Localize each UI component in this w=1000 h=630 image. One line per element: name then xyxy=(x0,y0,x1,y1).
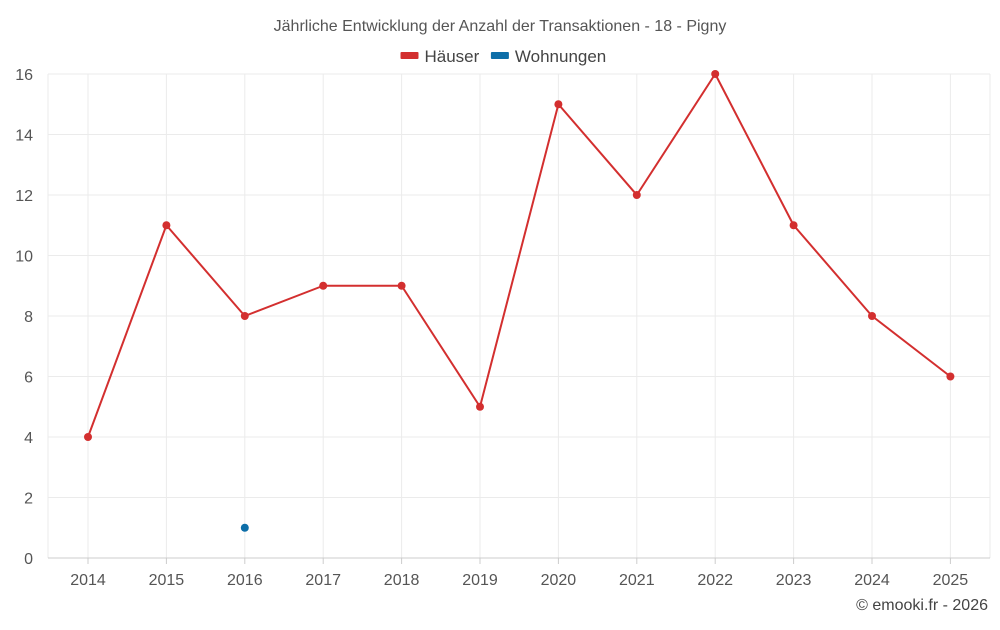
grid xyxy=(47,73,991,558)
legend-label: Wohnungen xyxy=(515,47,606,66)
legend: Häuser Wohnungen xyxy=(400,47,606,66)
x-tick-label: 2022 xyxy=(697,572,733,589)
series-1-point xyxy=(240,523,249,532)
series-0-point xyxy=(84,433,92,441)
legend-swatch xyxy=(400,52,419,59)
y-tick-label: 12 xyxy=(15,188,33,205)
x-tick-label: 2017 xyxy=(305,572,341,589)
legend-item: Häuser xyxy=(400,47,480,66)
y-tick-label: 0 xyxy=(24,551,33,568)
copyright-credit: © emooki.fr - 2026 xyxy=(856,597,988,614)
legend-label: Häuser xyxy=(425,47,480,66)
series-0-line xyxy=(87,73,952,438)
legend-item: Wohnungen xyxy=(490,47,606,66)
chart-title: Jährliche Entwicklung der Anzahl der Tra… xyxy=(274,18,727,35)
x-tick-label: 2024 xyxy=(854,572,890,589)
x-tick-label: 2020 xyxy=(541,572,577,589)
series-0-point xyxy=(162,221,171,230)
series-0-point xyxy=(240,312,249,320)
x-tick-label: 2025 xyxy=(933,572,969,589)
y-tick-label: 4 xyxy=(24,430,33,447)
series-0-point xyxy=(476,402,484,411)
legend-swatch xyxy=(490,52,509,59)
y-tick-label: 14 xyxy=(15,128,33,145)
y-tick-label: 6 xyxy=(24,370,33,387)
y-tick-label: 2 xyxy=(24,491,33,508)
series-0-point xyxy=(554,100,563,109)
series-0-point xyxy=(946,372,955,381)
x-tick-label: 2015 xyxy=(149,572,185,589)
x-tick-label: 2021 xyxy=(619,572,655,589)
x-tick-label: 2014 xyxy=(70,572,106,589)
series-0-point xyxy=(711,70,720,78)
series-0-point xyxy=(632,191,641,199)
series-0-point xyxy=(319,281,328,290)
series-0-point xyxy=(868,312,876,320)
series-0-point xyxy=(789,221,798,230)
x-tick-label: 2016 xyxy=(227,572,263,589)
axes: 0 2 4 6 8 10 12 14 16 2014 2015 2016 2017 2018 2019 202… xyxy=(15,67,990,589)
series-0-point xyxy=(397,281,406,290)
y-tick-label: 10 xyxy=(15,249,33,266)
series-layer xyxy=(84,70,955,532)
x-tick-label: 2018 xyxy=(384,572,420,589)
y-tick-label: 8 xyxy=(24,309,33,326)
x-tick-label: 2019 xyxy=(462,572,498,589)
x-tick-label: 2023 xyxy=(776,572,812,589)
y-tick-label: 16 xyxy=(15,67,33,84)
